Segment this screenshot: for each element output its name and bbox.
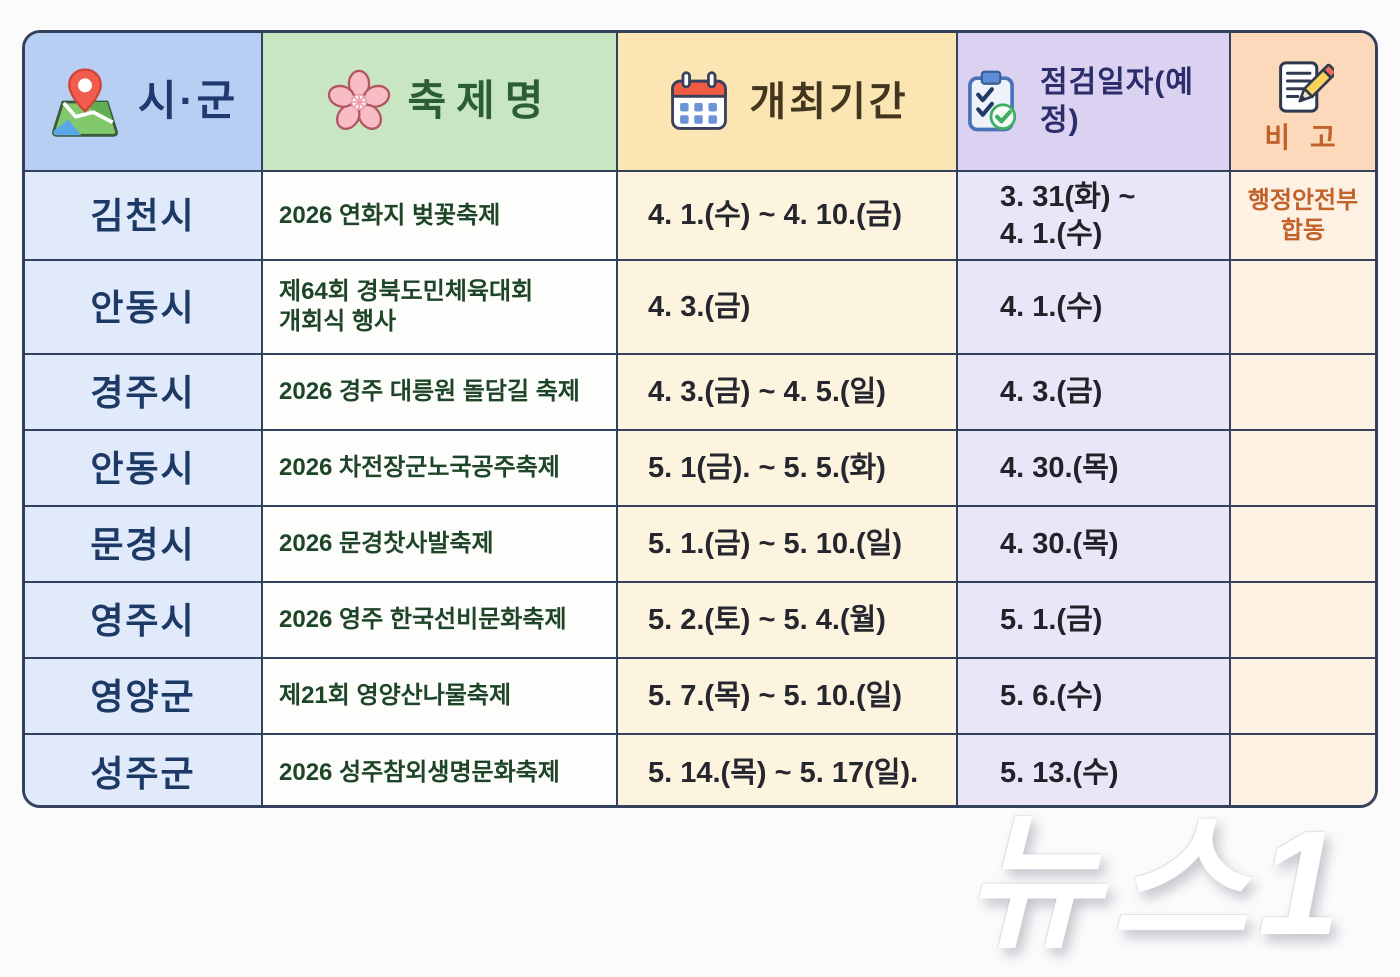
period-cell: 5. 14.(목) ~ 5. 17(일).: [618, 735, 958, 805]
inspection-cell: 5. 13.(수): [958, 735, 1231, 805]
city-cell: 성주군: [25, 735, 263, 805]
inspection-cell: 4. 3.(금): [958, 355, 1231, 431]
remark-cell: 행정안전부 합동: [1231, 172, 1375, 261]
festival-cell: 제64회 경북도민체육대회 개회식 행사: [263, 261, 618, 355]
period-cell: 4. 1.(수) ~ 4. 10.(금): [618, 172, 958, 261]
city-cell: 경주시: [25, 355, 263, 431]
festival-inspection-table: 시·군 축제명: [22, 30, 1378, 808]
memo-pencil-icon: [1279, 61, 1334, 113]
header-remarks-label: 비 고: [1264, 122, 1342, 153]
festival-cell: 2026 문경찻사발축제: [263, 507, 618, 583]
header-city-label: 시·군: [137, 77, 239, 125]
inspection-cell: 5. 1.(금): [958, 583, 1231, 659]
city-cell: 문경시: [25, 507, 263, 583]
city-cell: 영양군: [25, 659, 263, 735]
period-cell: 5. 1(금). ~ 5. 5.(화): [618, 431, 958, 507]
festival-cell: 2026 영주 한국선비문화축제: [263, 583, 618, 659]
header-inspection-label: 점검일자(예정): [1040, 66, 1194, 137]
period-cell: 4. 3.(금) ~ 4. 5.(일): [618, 355, 958, 431]
remark-cell: [1231, 507, 1375, 583]
header-festival-label: 축제명: [407, 77, 554, 125]
news-graphic-page: 시·군 축제명: [22, 30, 1378, 966]
city-cell: 안동시: [25, 261, 263, 355]
header-inspection-date: 점검일자(예정): [958, 33, 1231, 172]
remark-cell: [1231, 431, 1375, 507]
calendar-icon: [671, 70, 728, 130]
festival-cell: 2026 차전장군노국공주축제: [263, 431, 618, 507]
remark-cell: [1231, 261, 1375, 355]
header-period: 개최기간: [618, 33, 958, 172]
remark-cell: [1231, 355, 1375, 431]
inspection-cell: 4. 30.(목): [958, 431, 1231, 507]
period-cell: 4. 3.(금): [618, 261, 958, 355]
news1-watermark: 뉴스1: [965, 801, 1350, 966]
festival-cell: 2026 성주참외생명문화축제: [263, 735, 618, 805]
map-icon: [51, 67, 118, 137]
header-festival-name: 축제명: [263, 33, 618, 172]
festival-cell: 2026 경주 대릉원 돌담길 축제: [263, 355, 618, 431]
header-period-label: 개최기간: [749, 79, 909, 124]
period-cell: 5. 1.(금) ~ 5. 10.(일): [618, 507, 958, 583]
header-city-county: 시·군: [25, 33, 263, 172]
period-cell: 5. 7.(목) ~ 5. 10.(일): [618, 659, 958, 735]
festival-cell: 2026 연화지 벚꽃축제: [263, 172, 618, 261]
city-cell: 영주시: [25, 583, 263, 659]
city-cell: 안동시: [25, 431, 263, 507]
remark-cell: [1231, 735, 1375, 805]
inspection-cell: 5. 6.(수): [958, 659, 1231, 735]
remark-cell: [1231, 583, 1375, 659]
header-remarks: 비 고: [1231, 33, 1375, 172]
inspection-cell: 4. 30.(목): [958, 507, 1231, 583]
festival-cell: 제21회 영양산나물축제: [263, 659, 618, 735]
city-cell: 김천시: [25, 172, 263, 261]
remark-cell: [1231, 659, 1375, 735]
inspection-cell: 3. 31(화) ~ 4. 1.(수): [958, 172, 1231, 261]
period-cell: 5. 2.(토) ~ 5. 4.(월): [618, 583, 958, 659]
cherry-blossom-icon: [327, 69, 390, 130]
clipboard-check-icon: [968, 70, 1017, 131]
inspection-cell: 4. 1.(수): [958, 261, 1231, 355]
